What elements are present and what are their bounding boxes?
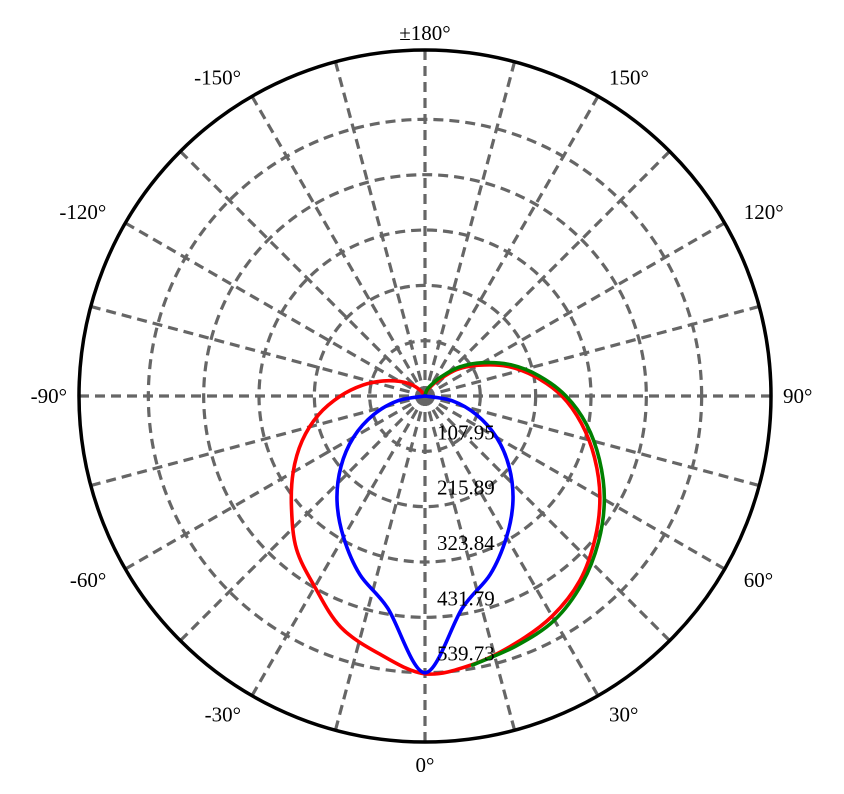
angular-gridline-20 <box>124 394 426 571</box>
angular-gridline-8 <box>424 221 726 398</box>
angle-tick-label-7: -30° <box>205 703 241 727</box>
angular-gridline-9 <box>423 150 671 398</box>
series-layer <box>289 360 607 676</box>
radial-tick-label-4: 539.73 <box>437 642 495 666</box>
angle-tick-label-10: -120° <box>59 200 106 224</box>
angle-tick-label-4: 60° <box>744 568 773 592</box>
label-layer: ±180° 150° 120° 90° 60° 30° 0° -30° -60° -90° -120… <box>31 21 813 777</box>
angular-gridline-21 <box>179 394 427 642</box>
angle-tick-label-5: 30° <box>609 703 638 727</box>
outer-circle <box>77 48 773 744</box>
grid-layer <box>77 48 773 744</box>
angle-tick-label-2: 120° <box>744 200 784 224</box>
angular-gridline-16 <box>124 221 426 398</box>
angle-tick-label-8: -60° <box>70 568 106 592</box>
radial-tick-label-1: 215.89 <box>437 476 495 500</box>
angular-gridline-15 <box>179 150 427 398</box>
angle-tick-label-1: 150° <box>609 65 649 89</box>
angular-gridline-10 <box>423 95 600 397</box>
angular-gridline-11 <box>423 61 517 397</box>
angular-gridline-13 <box>333 61 427 397</box>
angle-tick-label-3: 90° <box>783 384 812 408</box>
angular-gridline-7 <box>424 304 760 398</box>
angular-gridline-22 <box>250 395 427 697</box>
radial-tick-label-0: 107.95 <box>437 420 495 444</box>
angular-gridline-17 <box>90 304 426 398</box>
radial-tick-label-2: 323.84 <box>437 531 495 555</box>
angular-gridline-23 <box>333 395 427 731</box>
series-line-1 <box>423 360 607 667</box>
angle-tick-label-0: ±180° <box>399 21 450 45</box>
radial-tick-label-3: 431.79 <box>437 586 495 610</box>
radial-gridline-3 <box>202 173 648 619</box>
angular-gridline-14 <box>250 95 427 397</box>
radial-gridline-1 <box>312 283 538 509</box>
angular-gridline-4 <box>424 394 726 571</box>
angular-gridline-1 <box>423 395 517 731</box>
angular-gridline-3 <box>423 394 671 642</box>
angular-gridline-2 <box>423 395 600 697</box>
angular-gridline-19 <box>90 394 426 488</box>
angle-tick-label-6: 0° <box>416 753 435 777</box>
angular-gridline-5 <box>424 394 760 488</box>
angle-tick-label-9: -90° <box>31 384 67 408</box>
angle-tick-label-11: -150° <box>194 65 241 89</box>
